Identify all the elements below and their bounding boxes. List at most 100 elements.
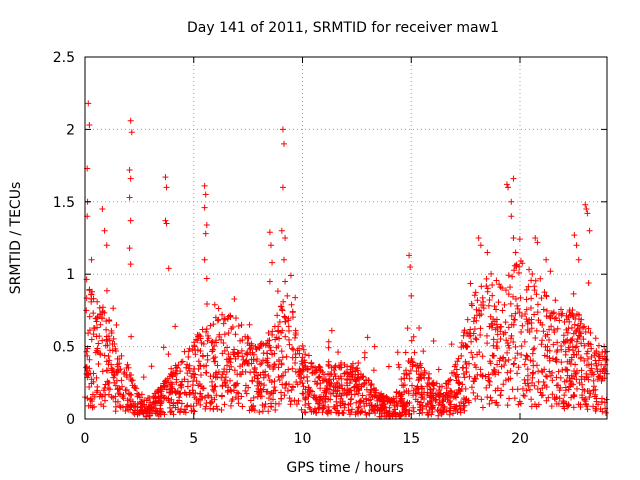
data-point (278, 389, 285, 396)
data-point (570, 404, 577, 411)
data-point (285, 366, 292, 373)
data-point (528, 325, 535, 332)
data-point (528, 396, 535, 403)
data-point (99, 206, 106, 213)
data-point (583, 370, 590, 377)
data-point (489, 324, 495, 331)
data-point (192, 351, 199, 358)
data-point (420, 348, 427, 355)
data-point (558, 343, 565, 350)
data-point (373, 389, 380, 396)
data-point (463, 395, 470, 402)
data-point (289, 314, 296, 321)
data-point (325, 408, 332, 415)
data-point (581, 342, 588, 349)
data-point (195, 358, 202, 365)
data-point (150, 404, 157, 411)
data-point (128, 377, 135, 384)
data-point (321, 371, 328, 378)
data-point (271, 361, 278, 368)
data-point (222, 316, 229, 323)
data-point (122, 387, 129, 394)
data-point (203, 325, 210, 332)
data-point (292, 294, 299, 301)
data-point (424, 389, 431, 396)
data-point (239, 337, 246, 344)
data-point (99, 315, 106, 322)
data-point (275, 342, 282, 349)
data-point (494, 324, 501, 331)
data-point (123, 364, 130, 371)
data-point (219, 371, 226, 378)
data-point (495, 369, 502, 376)
data-point (450, 369, 457, 376)
data-point (279, 184, 286, 191)
data-point (519, 260, 526, 267)
data-point (126, 166, 133, 173)
data-point (106, 357, 113, 364)
data-point (267, 391, 274, 398)
data-point (127, 261, 134, 268)
data-point (534, 385, 541, 392)
data-point (480, 305, 487, 312)
data-point (251, 364, 258, 371)
data-point (124, 361, 131, 368)
data-point (381, 409, 388, 416)
data-point (243, 390, 250, 397)
data-point (361, 380, 368, 387)
data-point (153, 400, 160, 407)
x-tick-label: 0 (81, 431, 90, 447)
data-point (512, 249, 519, 256)
data-point (163, 184, 170, 191)
data-point (183, 364, 190, 371)
data-point (232, 331, 239, 338)
data-point (491, 303, 498, 310)
data-point (282, 318, 289, 325)
data-point (595, 353, 602, 360)
data-point (278, 373, 285, 380)
data-point (96, 304, 103, 311)
data-point (210, 321, 217, 328)
data-point (542, 343, 549, 350)
data-point (302, 409, 309, 416)
data-point (544, 347, 551, 354)
scatter-points (82, 100, 610, 420)
data-point (509, 273, 516, 280)
data-point (408, 337, 415, 344)
data-point (108, 330, 115, 337)
data-point (237, 363, 244, 370)
data-point (514, 386, 521, 393)
data-point (592, 386, 599, 393)
data-point (586, 227, 593, 234)
data-point (310, 408, 317, 415)
data-point (410, 333, 417, 340)
data-point (89, 404, 96, 411)
data-point (289, 383, 296, 390)
data-point (542, 373, 549, 380)
data-point (505, 291, 512, 298)
data-point (250, 356, 257, 363)
data-point (465, 399, 472, 406)
data-point (134, 403, 141, 410)
data-point (573, 338, 580, 345)
data-point (384, 397, 391, 404)
data-point (515, 364, 522, 371)
data-point (590, 383, 597, 390)
data-point (513, 263, 520, 270)
data-point (543, 293, 550, 300)
data-point (191, 343, 198, 350)
data-point (89, 288, 96, 295)
data-point (509, 386, 516, 393)
data-point (101, 227, 108, 234)
data-point (222, 380, 229, 387)
data-point (128, 129, 135, 136)
data-point (395, 361, 402, 368)
data-point (498, 387, 505, 394)
data-point (272, 387, 279, 394)
data-point (386, 411, 393, 418)
data-point (510, 235, 517, 241)
data-point (178, 384, 185, 391)
data-point (200, 385, 207, 392)
data-point (238, 347, 245, 354)
data-point (163, 220, 170, 227)
